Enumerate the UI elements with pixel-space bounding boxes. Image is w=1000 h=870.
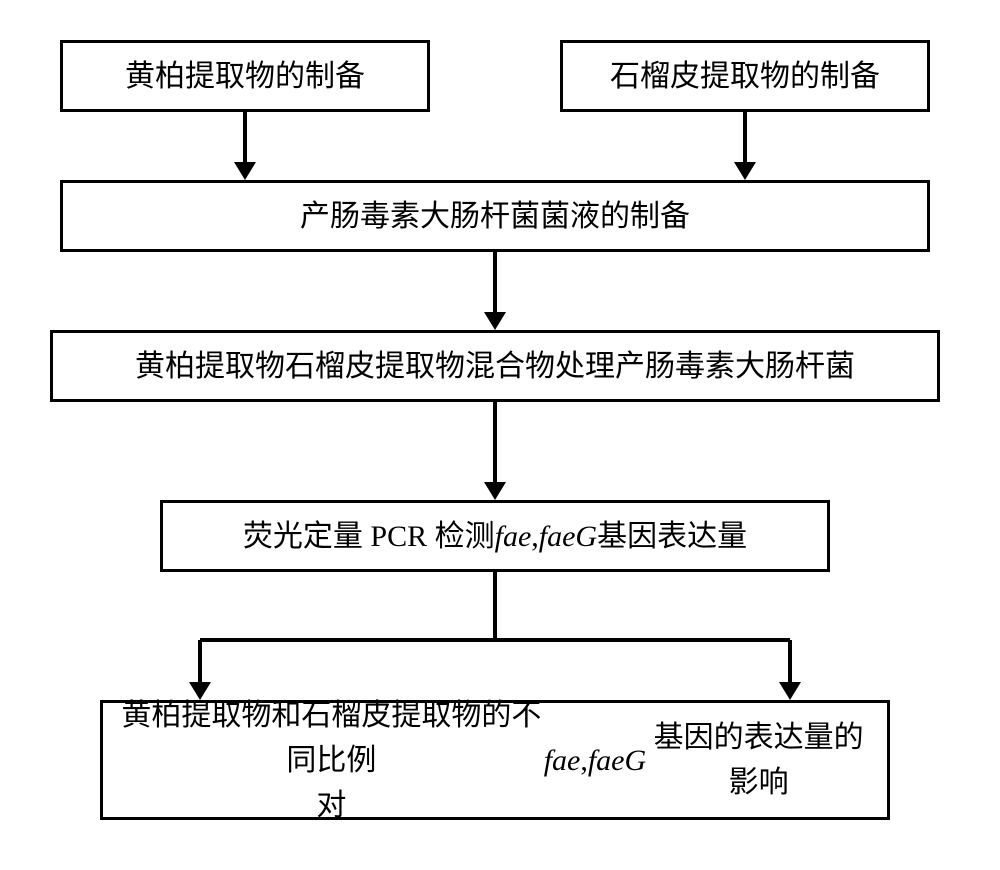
box-top_right: 石榴皮提取物的制备	[560, 40, 930, 112]
box-row3: 黄柏提取物石榴皮提取物混合物处理产肠毒素大肠杆菌	[50, 330, 940, 402]
box-row4: 荧光定量 PCR 检测 fae, faeG 基因表达量	[160, 500, 830, 572]
box-row2: 产肠毒素大肠杆菌菌液的制备	[60, 180, 930, 252]
flowchart-canvas: 黄柏提取物的制备 石榴皮提取物的制备产肠毒素大肠杆菌菌液的制备黄柏提取物石榴皮提取…	[0, 0, 1000, 870]
box-row5: 黄柏提取物和石榴皮提取物的不同比例对 fae, faeG 基因的表达量的影响	[100, 700, 890, 820]
box-top_left: 黄柏提取物的制备	[60, 40, 430, 112]
